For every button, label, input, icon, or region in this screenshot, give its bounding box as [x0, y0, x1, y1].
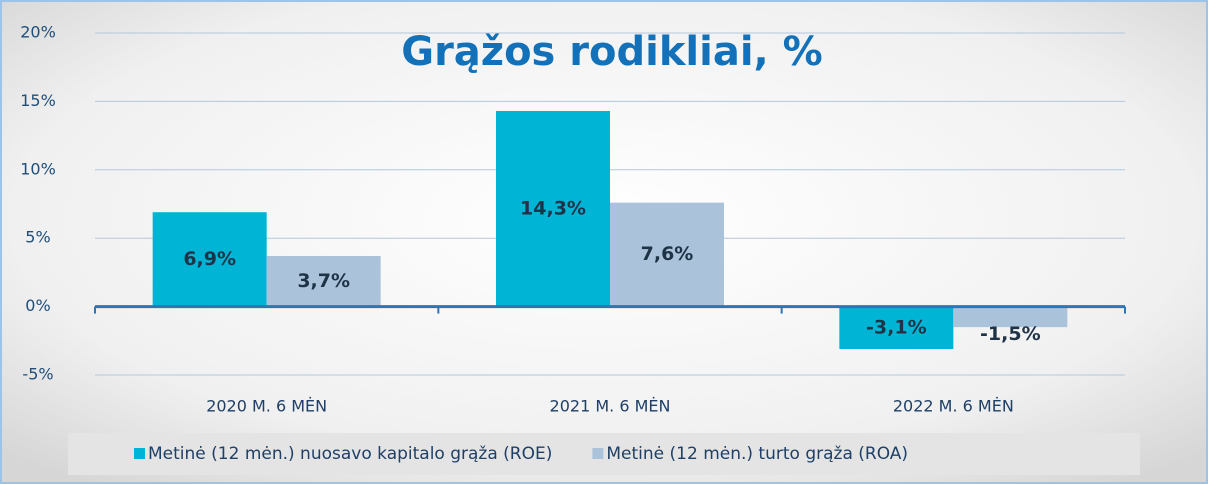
data-label: 6,9%: [183, 248, 236, 270]
y-tick-label: 0%: [25, 296, 50, 315]
x-tick-label: 2020 M. 6 MĖN: [206, 397, 327, 416]
chart-title: Grąžos rodikliai, %: [401, 29, 823, 75]
legend-label: Metinė (12 mėn.) nuosavo kapitalo grąža …: [148, 444, 552, 464]
data-label: -1,5%: [980, 323, 1041, 345]
legend-box: [68, 433, 1140, 475]
legend-label: Metinė (12 mėn.) turto grąža (ROA): [606, 444, 908, 464]
bar: [496, 110, 610, 307]
data-label: 3,7%: [297, 270, 350, 292]
y-tick-label: -5%: [22, 365, 53, 384]
legend-swatch: [592, 448, 604, 459]
legend-swatch: [134, 448, 145, 459]
data-label: 7,6%: [641, 243, 694, 265]
y-tick-label: 20%: [20, 23, 56, 42]
x-tick-label: 2022 M. 6 MĖN: [893, 397, 1014, 416]
x-tick-label: 2021 M. 6 MĖN: [550, 397, 671, 416]
y-tick-label: 15%: [20, 91, 56, 110]
bar: [266, 255, 381, 307]
bar: [953, 306, 1068, 328]
bar: [152, 212, 267, 307]
data-label: 14,3%: [520, 197, 586, 219]
data-label: -3,1%: [866, 316, 927, 338]
y-tick-label: 10%: [20, 159, 56, 178]
bar: [839, 306, 954, 350]
bar: [610, 202, 724, 307]
y-tick-label: 5%: [25, 228, 50, 247]
